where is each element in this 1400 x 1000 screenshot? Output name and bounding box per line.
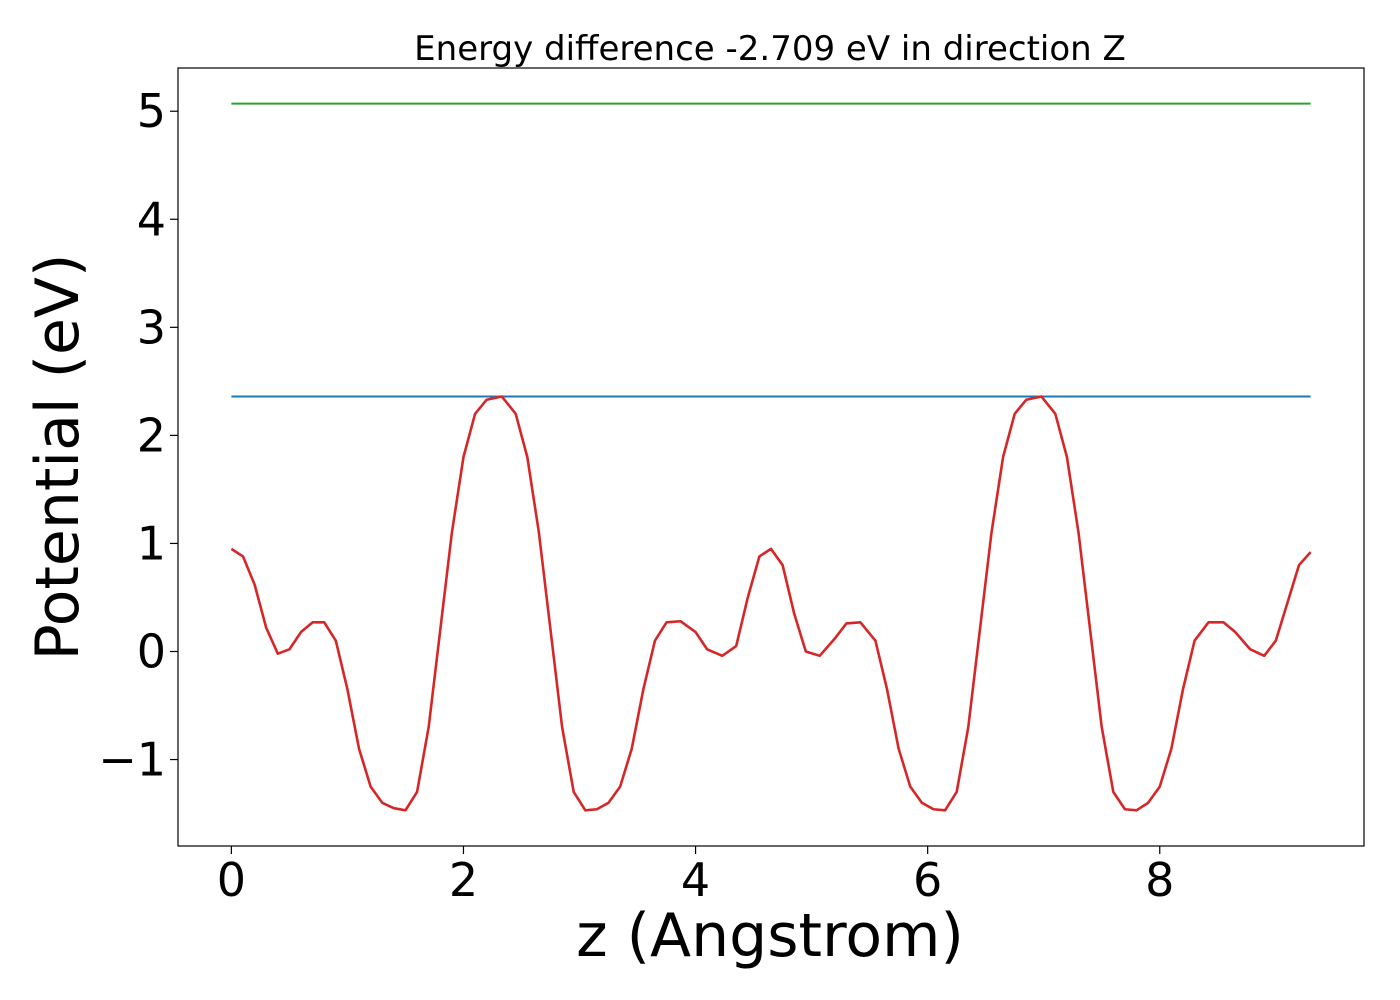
y-tick-label: 3 bbox=[137, 300, 166, 354]
x-tick-label: 6 bbox=[913, 853, 942, 907]
plot-frame bbox=[177, 67, 1365, 847]
y-tick-label: 0 bbox=[137, 625, 166, 679]
y-tick-label: 2 bbox=[137, 408, 166, 462]
series-line-3 bbox=[230, 395, 1312, 812]
y-axis-label: Potential (eV) bbox=[23, 254, 93, 661]
x-axis-label: z (Angstrom) bbox=[576, 901, 964, 971]
chart-title: Energy difference -2.709 eV in direction… bbox=[414, 29, 1126, 69]
x-axis-ticks: 0 2 4 6 8 bbox=[217, 846, 1174, 907]
series-layer bbox=[230, 102, 1312, 812]
x-tick-label: 4 bbox=[681, 853, 710, 907]
x-tick-label: 8 bbox=[1145, 853, 1174, 907]
y-tick-label: 1 bbox=[137, 516, 166, 570]
x-tick-label: 2 bbox=[449, 853, 478, 907]
y-axis-ticks: −1 0 1 2 3 4 5 bbox=[98, 84, 178, 787]
y-tick-label: −1 bbox=[98, 733, 166, 787]
x-tick-label: 0 bbox=[217, 853, 246, 907]
y-tick-label: 5 bbox=[137, 84, 166, 138]
y-tick-label: 4 bbox=[137, 192, 166, 246]
